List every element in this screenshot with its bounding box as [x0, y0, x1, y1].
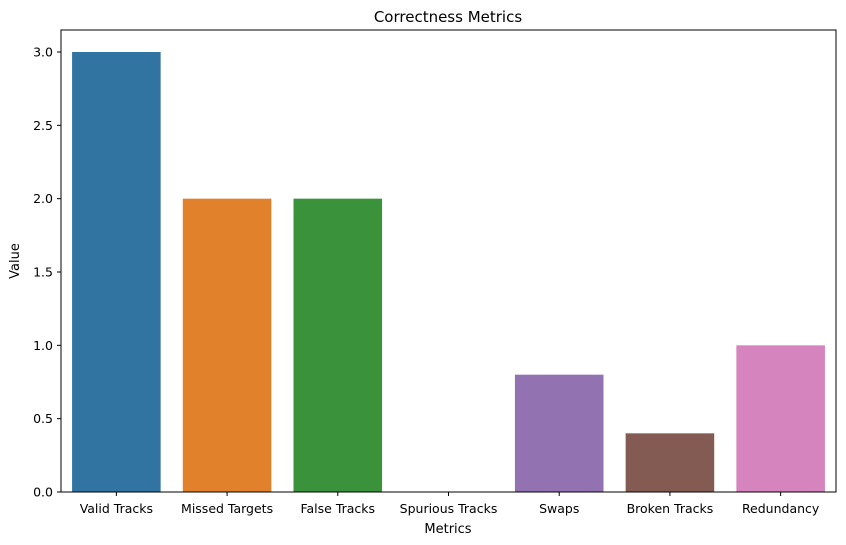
x-tick-label: Missed Targets: [181, 501, 273, 516]
y-tick-label: 3.0: [33, 45, 53, 60]
bar-missed-targets: [182, 198, 272, 493]
x-tick-label: Valid Tracks: [80, 501, 153, 516]
x-tick-label: Spurious Tracks: [400, 501, 498, 516]
y-axis-label: Value: [8, 243, 23, 279]
bar-valid-tracks: [72, 52, 161, 492]
x-tick-label: Broken Tracks: [627, 501, 714, 516]
y-tick-label: 0.0: [33, 485, 53, 500]
y-tick-label: 1.0: [33, 338, 53, 353]
y-tick-label: 2.5: [33, 118, 53, 133]
x-tick-label: Redundancy: [742, 501, 820, 516]
chart-title: Correctness Metrics: [374, 8, 523, 26]
y-tick-label: 0.5: [33, 411, 53, 426]
y-tick-label: 1.5: [33, 265, 53, 280]
x-axis-label: Metrics: [424, 522, 471, 537]
plot-area: 0.0 0.5 1.0 1.5 2.0 2.5 3.0 Valid Tracks Missed …: [33, 29, 837, 516]
bar-redundancy: [736, 345, 825, 492]
y-tick-label: 2.0: [33, 191, 53, 206]
x-tick-label: Swaps: [539, 501, 579, 516]
x-tick-label: False Tracks: [300, 501, 375, 516]
bar-false-tracks: [293, 198, 383, 493]
bar-broken-tracks: [625, 433, 715, 492]
bar-swaps: [514, 374, 604, 492]
axes-frame: [60, 29, 837, 493]
